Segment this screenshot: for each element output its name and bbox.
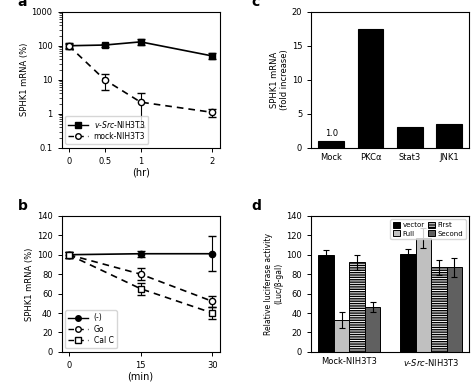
Y-axis label: SPHK1 mRNA (%): SPHK1 mRNA (%) — [25, 247, 34, 321]
Legend: (-), Go, Cal C: (-), Go, Cal C — [65, 310, 117, 348]
Bar — [319, 141, 344, 148]
Bar — [349, 262, 365, 352]
Bar — [400, 254, 416, 352]
Text: 1.0: 1.0 — [325, 129, 338, 138]
X-axis label: (min): (min) — [128, 371, 154, 381]
Legend: vector, Full, First, Second: vector, Full, First, Second — [390, 219, 466, 240]
Text: a: a — [18, 0, 27, 9]
Bar — [365, 307, 381, 352]
Bar — [447, 267, 462, 352]
Bar — [397, 127, 423, 148]
Bar — [431, 267, 447, 352]
X-axis label: (hr): (hr) — [132, 167, 150, 177]
Y-axis label: SPHK1 mRNA (%): SPHK1 mRNA (%) — [20, 43, 29, 117]
Bar — [416, 238, 431, 352]
Text: d: d — [251, 199, 261, 213]
Bar — [319, 255, 334, 352]
Bar — [437, 124, 462, 148]
Bar — [334, 320, 349, 352]
Text: b: b — [18, 199, 27, 213]
Legend: $\mathit{v}$-$\mathit{Src}$-NIH3T3, mock-NIH3T3: $\mathit{v}$-$\mathit{Src}$-NIH3T3, mock… — [65, 116, 148, 144]
Y-axis label: SPHK1 mRNA
(fold increase): SPHK1 mRNA (fold increase) — [270, 49, 289, 110]
Text: c: c — [251, 0, 259, 9]
Bar — [358, 29, 383, 148]
Y-axis label: Relative luciferase activity
(Luc/β-gal): Relative luciferase activity (Luc/β-gal) — [264, 233, 284, 335]
